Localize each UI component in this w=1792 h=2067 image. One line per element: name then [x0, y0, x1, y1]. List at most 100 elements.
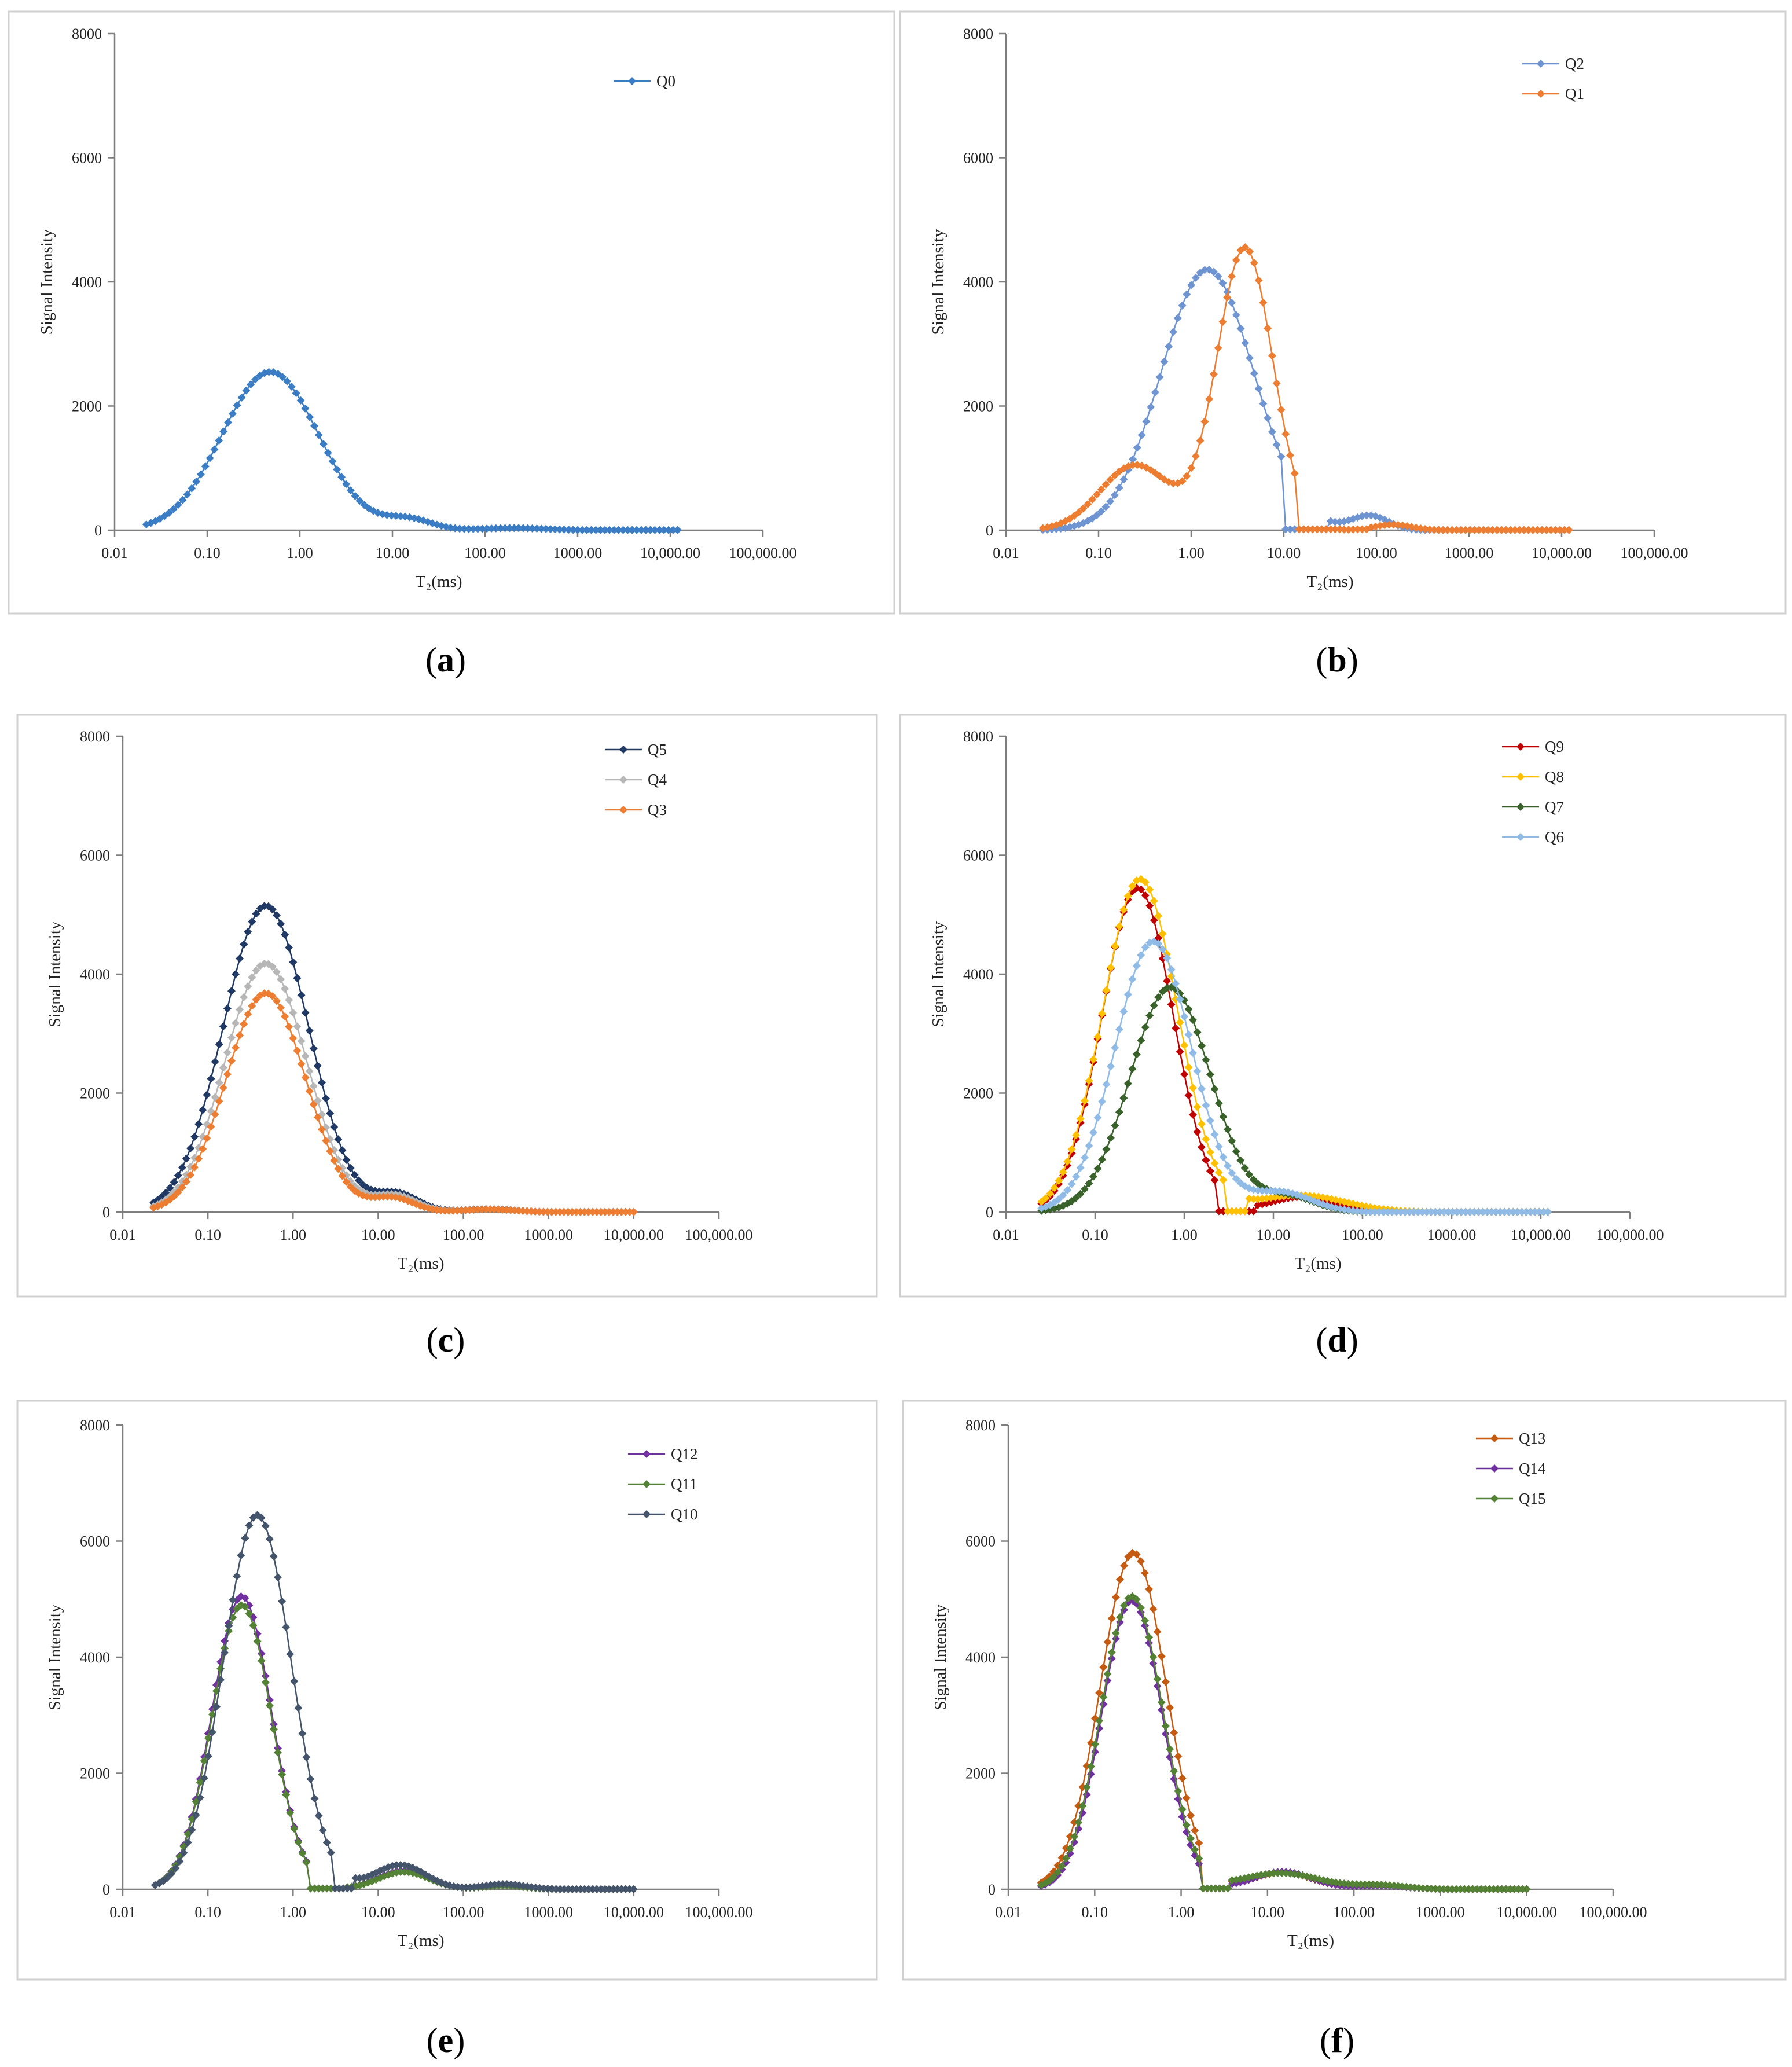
data-point — [1053, 1868, 1062, 1877]
data-point — [1097, 1009, 1106, 1018]
data-point — [305, 1086, 314, 1095]
data-point — [301, 404, 310, 413]
data-point — [1218, 318, 1227, 326]
data-point — [1273, 1868, 1282, 1877]
data-point — [1103, 1670, 1112, 1679]
series-Q0 — [142, 368, 682, 534]
data-point — [285, 996, 293, 1004]
y-tick-label: 6000 — [80, 847, 110, 864]
data-point — [1128, 975, 1137, 983]
data-point — [1119, 475, 1128, 484]
x-tick-label: 10.00 — [361, 1904, 395, 1921]
data-point — [1057, 1862, 1066, 1870]
data-point — [580, 1207, 589, 1216]
data-point — [236, 1005, 244, 1014]
data-point — [1448, 1207, 1457, 1216]
data-point — [1170, 1728, 1178, 1737]
data-point — [1224, 1884, 1232, 1893]
data-point — [233, 1572, 241, 1581]
panel-caption: (c) — [427, 1321, 465, 1359]
legend-label: Q5 — [648, 741, 667, 758]
data-point — [1132, 961, 1141, 970]
legend-label: Q8 — [1545, 768, 1564, 785]
y-tick-label: 6000 — [963, 847, 993, 864]
data-point — [1241, 243, 1250, 252]
data-point — [293, 974, 302, 982]
data-point — [335, 1884, 343, 1893]
data-point — [469, 524, 478, 533]
data-point — [1427, 1207, 1435, 1216]
data-point — [1193, 1067, 1202, 1075]
y-tick-label: 6000 — [80, 1533, 110, 1550]
data-point — [1142, 417, 1151, 426]
data-point — [205, 454, 214, 462]
x-tick-label: 0.01 — [109, 1227, 136, 1243]
data-point — [225, 1621, 233, 1630]
panel-frame — [8, 10, 895, 615]
legend-label: Q10 — [671, 1506, 698, 1523]
data-point — [1439, 526, 1448, 534]
data-point — [248, 1001, 256, 1010]
data-point — [1059, 1167, 1067, 1176]
legend-label: Q0 — [656, 72, 675, 90]
data-point — [192, 478, 201, 486]
data-point — [1488, 526, 1497, 534]
data-point — [208, 1728, 216, 1736]
data-point — [1193, 1028, 1202, 1037]
data-point — [1107, 1648, 1116, 1657]
data-point — [1163, 976, 1172, 985]
data-point — [542, 524, 550, 533]
data-point — [1264, 414, 1272, 423]
data-point — [1519, 526, 1528, 534]
data-point — [1101, 502, 1110, 511]
data-point — [1081, 1096, 1089, 1105]
data-point — [215, 1078, 223, 1087]
data-point — [1041, 1194, 1050, 1202]
data-point — [1210, 1085, 1219, 1093]
legend-entry: Q6 — [1502, 828, 1564, 846]
legend-entry: Q12 — [628, 1445, 698, 1463]
data-point — [227, 987, 236, 996]
caption-letter: b — [1327, 641, 1346, 679]
data-point — [301, 1073, 310, 1082]
data-point — [241, 1534, 249, 1543]
data-point — [1259, 399, 1268, 408]
data-point — [1197, 1119, 1206, 1128]
data-point — [249, 1621, 258, 1630]
y-axis-title: Signal Intensity — [46, 921, 64, 1027]
data-point — [281, 985, 289, 993]
data-point — [1089, 1172, 1098, 1181]
data-point — [322, 1094, 331, 1103]
legend-label: Q12 — [671, 1445, 698, 1463]
x-axis-title: T₂(ms) — [398, 1932, 445, 1950]
data-point — [219, 1022, 227, 1031]
x-tick-label: 0.10 — [1082, 1904, 1108, 1921]
data-point — [286, 1808, 295, 1817]
data-point — [1268, 428, 1276, 436]
data-point — [1119, 1007, 1128, 1016]
data-point — [281, 930, 289, 939]
data-point — [1200, 417, 1209, 426]
data-point — [1308, 525, 1317, 534]
data-point — [609, 526, 618, 534]
series-Q3 — [149, 989, 638, 1216]
data-point — [223, 1048, 232, 1057]
y-tick-label: 2000 — [80, 1765, 110, 1782]
y-axis-title: Signal Intensity — [929, 921, 948, 1027]
data-point — [1153, 1675, 1162, 1683]
data-point — [1174, 1787, 1183, 1796]
y-tick-label: 2000 — [963, 398, 993, 415]
data-point — [219, 1063, 227, 1072]
legend-marker — [642, 1510, 651, 1518]
data-point — [178, 1183, 186, 1192]
data-point — [282, 1790, 291, 1799]
data-point — [1452, 526, 1461, 534]
data-point — [451, 524, 460, 533]
data-point — [186, 1144, 195, 1152]
data-point — [1085, 1077, 1093, 1085]
data-point — [1290, 469, 1299, 478]
data-point — [245, 1609, 254, 1618]
x-tick-label: 10,000.00 — [1497, 1904, 1557, 1921]
data-point — [609, 1885, 618, 1893]
data-point — [339, 1884, 348, 1893]
